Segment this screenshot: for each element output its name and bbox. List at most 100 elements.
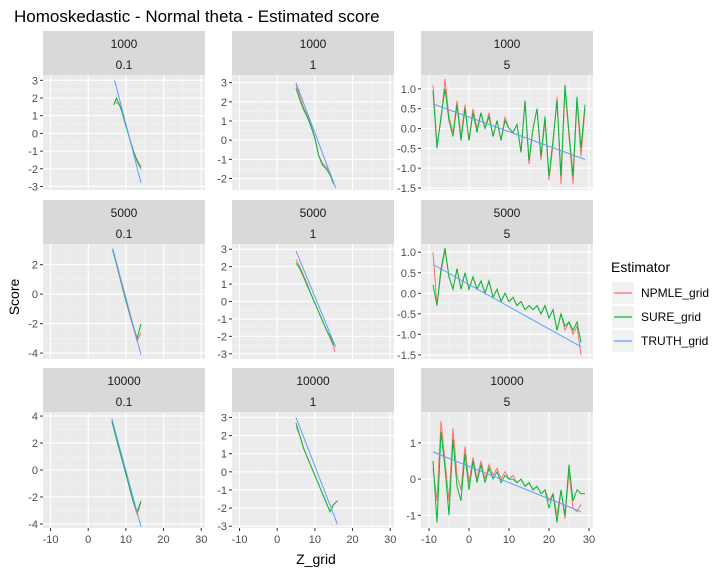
y-tick-label: -2 [217,331,227,343]
strip-label-sigma: 5 [504,58,511,72]
strip-label-n: 1000 [300,37,327,51]
panel-4: 5000 1 -3 -2 -1 0 1 2 3 [217,200,394,361]
y-tick-label: -0.5 [397,143,416,155]
series-line-sure [432,84,586,177]
y-tick-label: -1.5 [397,350,416,362]
y-tick-label: 1 [32,111,38,123]
panel-background [43,244,205,359]
y-tick-label: -1.0 [397,329,416,341]
strip-label-n: 10000 [490,374,524,388]
x-tick-label: 30 [583,534,595,546]
strip-label-n: 10000 [296,374,330,388]
x-tick-label: 0 [85,534,91,546]
y-tick-label: 1.0 [401,247,416,259]
series-line-truth [295,82,337,189]
y-tick-label: 1 [221,449,227,461]
series-line-sure [432,431,585,523]
legend-label: SURE_grid [641,310,701,324]
x-tick-label: 20 [543,534,555,546]
y-tick-label: 0 [410,474,416,486]
y-tick-label: 0 [221,297,227,309]
y-tick-label: -1 [406,510,416,522]
y-tick-label: -4 [28,519,38,531]
y-tick-label: -1 [28,146,38,158]
y-tick-label: 3 [221,244,227,256]
y-tick-label: 0.5 [401,104,416,116]
strip-label-sigma: 5 [504,395,511,409]
series-line-truth [432,103,586,160]
series-line-sure [432,248,582,343]
panel-0: 1000 0.1 -3 -2 -1 0 1 2 3 [28,31,205,193]
y-tick-label: -2 [217,174,227,186]
y-tick-label: 2 [221,262,227,274]
panel-3: 5000 0.1 -4 -2 0 2 [28,200,205,360]
y-tick-label: 1 [410,438,416,450]
strip-label-n: 1000 [111,37,138,51]
facet-strip [43,200,205,244]
series-line-truth [112,248,142,355]
y-tick-label: 2 [221,97,227,109]
strip-label-sigma: 0.1 [116,227,133,241]
chart-title: Homoskedastic - Normal theta - Estimated… [14,7,380,26]
y-tick-label: 0.5 [401,268,416,280]
x-tick-label: 10 [120,534,132,546]
facet-strip [421,200,593,244]
y-tick-label: 1 [221,279,227,291]
legend: Estimator NPMLE_grid SURE_grid TRUTH_grid [611,259,709,352]
y-tick-label: -1 [217,485,227,497]
y-tick-label: -2 [217,503,227,515]
strip-label-sigma: 1 [310,227,317,241]
strip-label-n: 10000 [107,374,141,388]
facet-strip [43,31,205,75]
y-tick-label: 0 [221,135,227,147]
strip-label-sigma: 5 [504,227,511,241]
y-tick-label: 3 [221,412,227,424]
x-tick-label: 0 [466,534,472,546]
series-line-truth [432,451,582,513]
strip-label-sigma: 0.1 [116,58,133,72]
series-line-sure [295,88,335,185]
strip-label-n: 5000 [111,206,138,220]
strip-label-sigma: 0.1 [116,395,133,409]
y-tick-label: -2 [28,319,38,331]
y-tick-label: 2 [32,438,38,450]
y-tick-label: 2 [221,431,227,443]
y-tick-label: 2 [32,93,38,105]
x-tick-label: -10 [232,534,248,546]
panel-2: 1000 5 -1.5 -1.0 -0.5 0.0 0.5 1.0 [397,31,593,195]
y-tick-label: -2 [28,164,38,176]
strip-label-sigma: 1 [310,395,317,409]
x-tick-label: 20 [157,534,169,546]
y-tick-label: 3 [32,75,38,87]
y-tick-label: -2 [28,492,38,504]
panel-1: 1000 1 -2 -1 0 1 2 3 [217,31,394,190]
facet-strip [232,368,394,412]
legend-label: NPMLE_grid [641,286,709,300]
facet-strip [421,368,593,412]
x-tick-label: 20 [346,534,358,546]
panel-background [43,75,205,190]
y-tick-label: 2 [32,260,38,272]
y-tick-label: -3 [217,521,227,533]
y-tick-label: 1.0 [401,84,416,96]
y-tick-label: 0.0 [401,124,416,136]
panel-background [421,244,593,359]
facet-strip [43,368,205,412]
y-tick-label: -3 [28,181,38,193]
panel-6: 10000 0.1 -4 -2 0 2 4 -10 0 10 20 30 [28,368,207,546]
legend-label: TRUTH_grid [641,334,708,348]
series-line-truth [295,250,337,347]
series-line-truth [432,264,582,348]
facet-strip [421,31,593,75]
x-tick-label: 0 [274,534,280,546]
panel-background [421,412,593,528]
strip-label-n: 5000 [300,206,327,220]
series-line-sure [295,422,338,513]
facet-strip [232,31,394,75]
y-tick-label: 0 [221,467,227,479]
y-tick-label: -1.5 [397,183,416,195]
y-tick-label: 1 [221,116,227,128]
y-tick-label: -4 [28,348,38,360]
